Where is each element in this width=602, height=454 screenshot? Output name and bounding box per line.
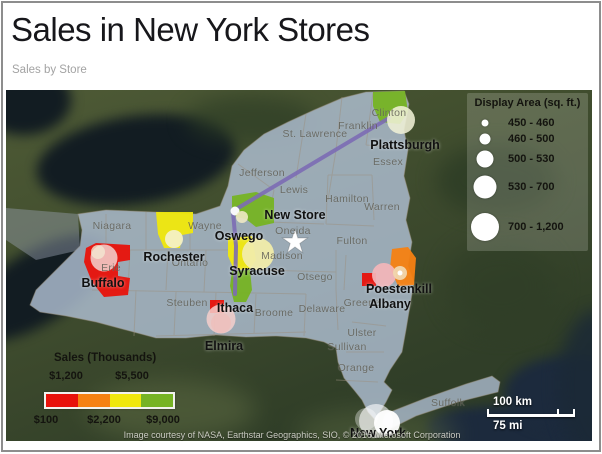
scale-tick — [573, 409, 575, 417]
forest-patch — [446, 240, 556, 330]
county-label: Madison — [261, 250, 303, 262]
marker-new-york[interactable] — [374, 410, 400, 436]
county-label: Orange — [337, 362, 375, 374]
color-legend-bar — [44, 392, 175, 409]
county-label: Steuben — [166, 297, 208, 309]
color-legend-segment — [109, 394, 142, 407]
size-legend-label: 460 - 500 — [508, 133, 555, 145]
marker-plattsburgh[interactable] — [387, 106, 415, 134]
county-label: Wayne — [188, 220, 222, 232]
county-label: Fulton — [336, 235, 368, 247]
county-label: Franklin — [338, 120, 378, 132]
county-label: Broome — [254, 307, 294, 319]
border-region-shade — [6, 208, 80, 260]
size-legend-label: 700 - 1,200 — [508, 221, 564, 233]
city-label-oswego: Oswego — [214, 229, 264, 243]
scale-tick — [557, 409, 559, 417]
size-legend-title: Display Area (sq. ft.) — [474, 97, 581, 109]
marker-oswego-a[interactable] — [230, 206, 240, 216]
city-label-plattsburgh: Plattsburgh — [370, 138, 440, 152]
county-label: Suffolk — [430, 397, 466, 409]
city-label-rochester: Rochester — [143, 250, 205, 264]
city-label-new-york: New York — [350, 426, 406, 440]
county-label: Lewis — [279, 184, 309, 196]
new-store-star-icon[interactable] — [281, 227, 309, 254]
county-label: Essex — [372, 156, 404, 168]
county-label: Warren — [364, 201, 400, 213]
marker-albany-dot — [397, 270, 403, 276]
size-legend-circle — [479, 133, 491, 145]
page-subtitle: Sales by Store — [12, 64, 87, 76]
color-legend-bottom-label: $2,200 — [87, 414, 121, 426]
marker-oswego-b[interactable] — [236, 211, 248, 223]
forest-patch — [436, 145, 556, 215]
county-label: Hamilton — [325, 193, 369, 205]
color-legend-segment — [46, 394, 78, 407]
county-label: Jefferson — [239, 167, 285, 179]
color-legend-segment — [141, 394, 173, 407]
size-legend-label: 450 - 460 — [508, 117, 555, 129]
marker-poestenkill[interactable] — [372, 263, 396, 287]
city-label-buffalo: Buffalo — [81, 276, 125, 290]
map-overlay-svg — [6, 90, 501, 438]
marker-syracuse[interactable] — [242, 238, 274, 270]
county-label: Niagara — [92, 220, 132, 232]
color-legend: Sales (Thousands) $1,200 $5,500 $100 $2,200… — [33, 352, 188, 434]
city-label-syracuse: Syracuse — [229, 264, 285, 278]
scale-bar-line — [487, 414, 575, 417]
size-legend-label: 530 - 700 — [508, 181, 555, 193]
size-legend: Display Area (sq. ft.) 450 - 460 460 - 50… — [467, 93, 588, 251]
color-legend-bottom-label: $9,000 — [146, 414, 180, 426]
county-label: Ontario — [171, 257, 209, 269]
city-label-ithaca: Ithaca — [216, 301, 254, 315]
county-label: Otsego — [297, 271, 333, 283]
county-label: St. Lawrence — [282, 128, 348, 140]
marker-elmira-lo — [211, 313, 231, 333]
color-legend-title: Sales (Thousands) — [54, 352, 157, 364]
county-label: Clinton — [371, 107, 407, 119]
marker-rochester[interactable] — [165, 230, 183, 248]
county-label: Oneida — [275, 225, 311, 237]
color-legend-bottom-label: $100 — [33, 414, 59, 426]
scale-tick — [487, 409, 489, 417]
county-label: Ulster — [347, 327, 377, 339]
city-label-albany: Albany — [369, 297, 411, 311]
map-attribution: Image courtesy of NASA, Earthstar Geogra… — [123, 430, 461, 440]
color-legend-top-label: $5,500 — [115, 370, 149, 382]
page-title: Sales in New York Stores — [11, 11, 370, 48]
county-label: Sullivan — [327, 341, 367, 353]
farmland-patch — [86, 380, 256, 440]
scale-km-label: 100 km — [493, 396, 533, 408]
color-legend-segment — [77, 394, 110, 407]
county-label: Greene — [343, 297, 381, 309]
size-legend-circle — [476, 150, 494, 168]
scale-bar: 100 km 75 mi — [487, 396, 579, 434]
size-legend-circle — [471, 213, 499, 241]
county-label: Delaware — [298, 303, 346, 315]
county-label: Erie — [101, 262, 121, 274]
size-legend-circle — [481, 119, 489, 127]
map-visual[interactable]: Niagara Erie Wayne Ontario Steuben St. Lawren… — [6, 90, 592, 441]
ny-state-region[interactable] — [29, 90, 415, 423]
marker-buffalo-hi — [91, 245, 105, 259]
city-label-poestenkill: Poestenkill — [366, 282, 432, 296]
scale-mi-label: 75 mi — [493, 420, 523, 432]
size-legend-circle — [473, 175, 497, 199]
size-legend-label: 500 - 530 — [508, 153, 555, 165]
city-label-new-store: New Store — [264, 208, 326, 222]
city-label-elmira: Elmira — [204, 339, 244, 353]
color-legend-top-label: $1,200 — [49, 370, 83, 382]
